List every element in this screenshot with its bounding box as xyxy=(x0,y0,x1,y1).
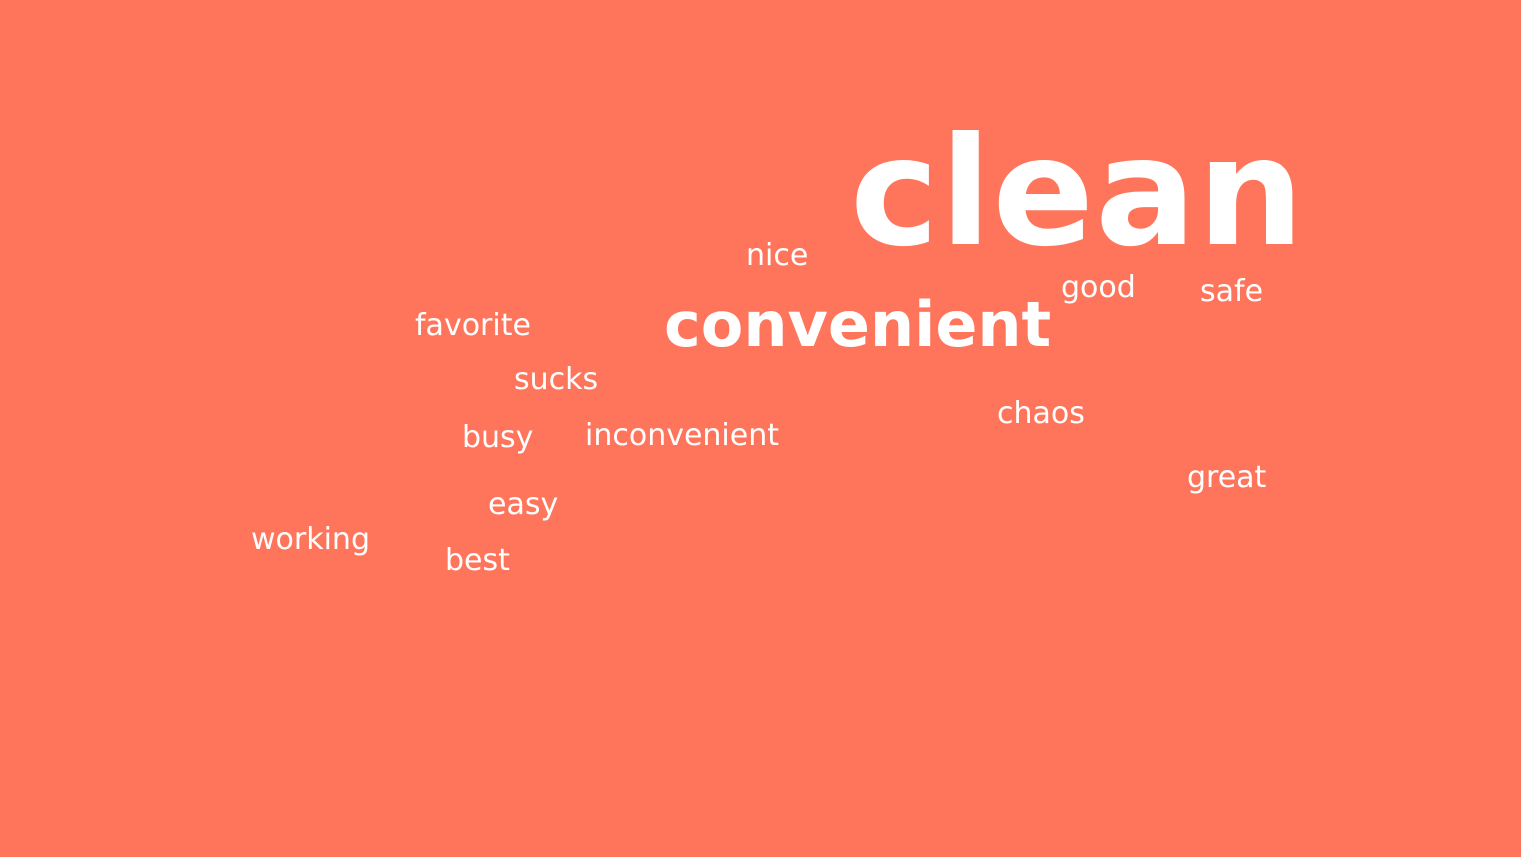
word-good: good xyxy=(1061,270,1136,305)
word-favorite: favorite xyxy=(415,308,531,343)
word-easy: easy xyxy=(488,487,559,522)
word-convenient: convenient xyxy=(664,288,1052,361)
word-busy: busy xyxy=(462,420,534,455)
word-inconvenient: inconvenient xyxy=(585,418,780,453)
word-safe: safe xyxy=(1200,274,1264,309)
word-sucks: sucks xyxy=(514,362,599,397)
word-working: working xyxy=(251,522,370,557)
word-best: best xyxy=(445,543,510,578)
word-great: great xyxy=(1187,460,1267,495)
word-chaos: chaos xyxy=(997,396,1085,431)
word-clean: clean xyxy=(850,106,1306,280)
word-nice: nice xyxy=(746,238,809,273)
